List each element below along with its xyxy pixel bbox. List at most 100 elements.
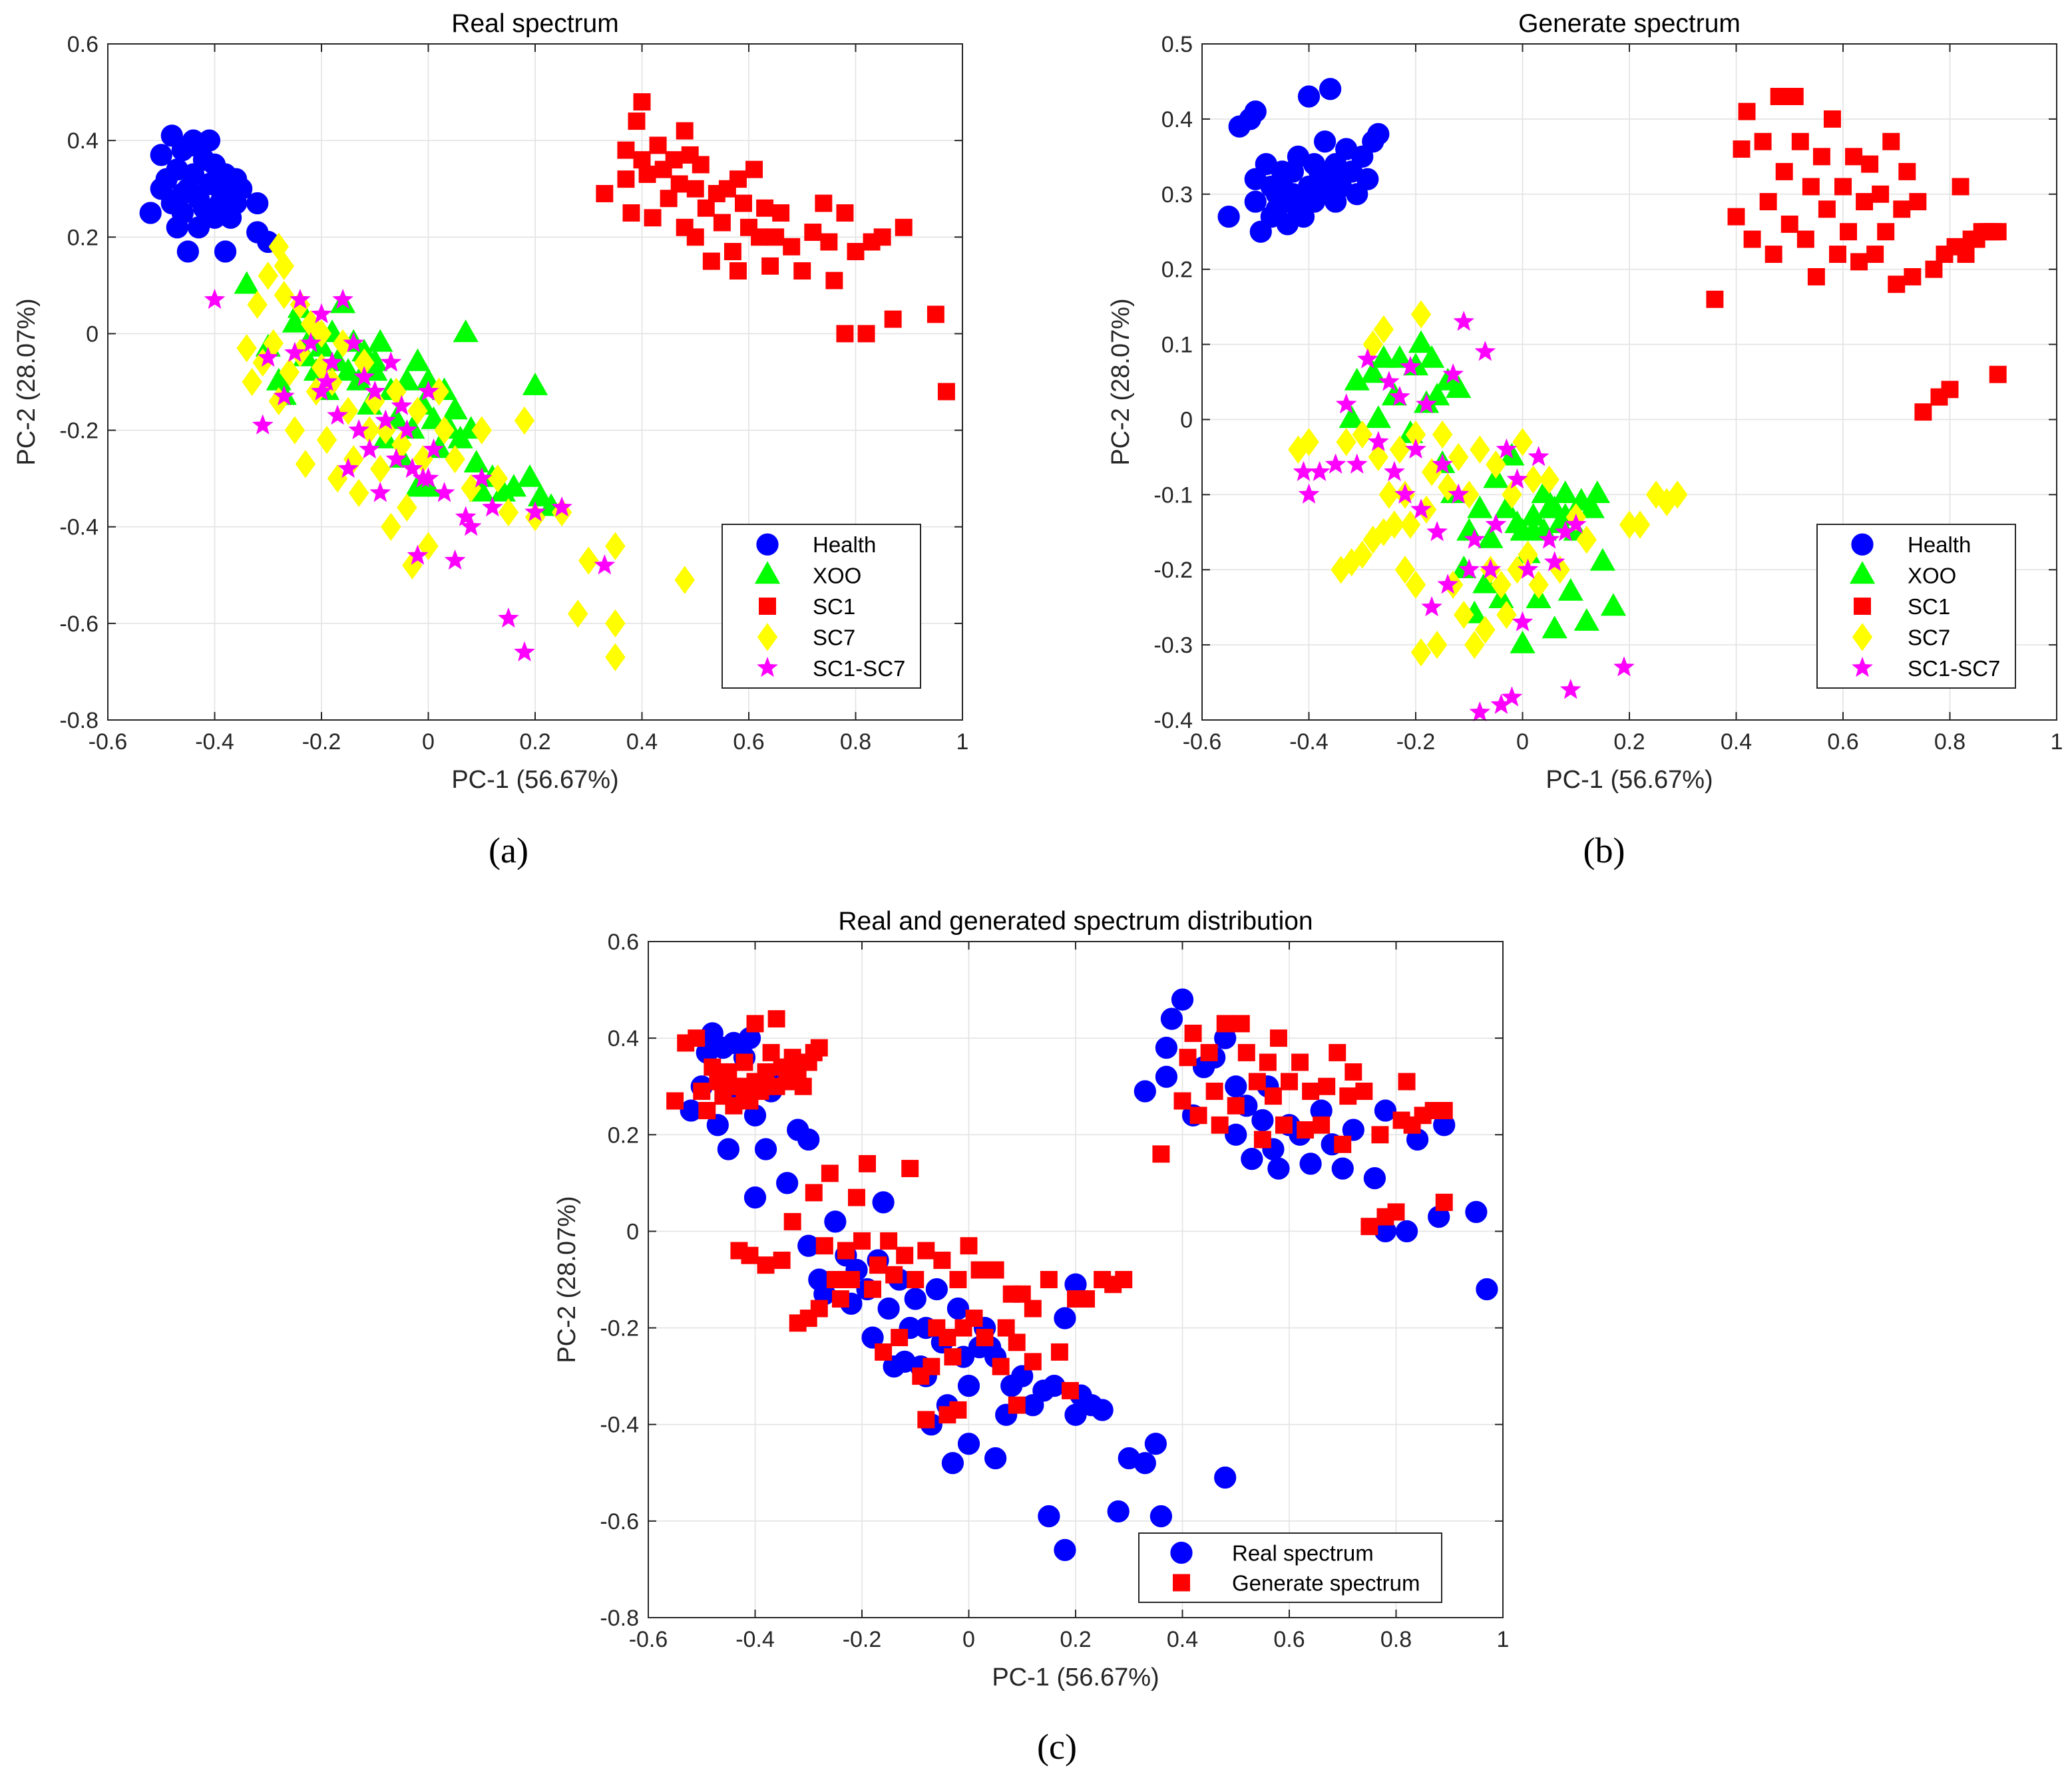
legend-label: XOO [813,564,861,588]
data-point [1232,1015,1250,1033]
x-tick-label: 0.8 [1934,729,1966,755]
data-point [1160,1007,1183,1030]
data-point [686,180,704,198]
legend-marker [1851,656,1874,677]
data-point [1378,371,1400,391]
data-point [644,209,662,227]
data-point [1410,300,1432,329]
data-point [938,1329,956,1347]
x-tick-label: 0.4 [1167,1627,1198,1652]
data-point [717,1138,739,1160]
data-point [617,141,635,159]
legend: Real spectrum Generate spectrum [1138,1532,1442,1603]
data-point [957,1433,980,1455]
data-point [1389,435,1410,464]
data-point [407,544,429,565]
data-point [1078,1290,1096,1308]
data-point [1957,246,1975,264]
data-point [1743,230,1761,248]
legend-label: SC1 [1908,594,1950,619]
data-point [1796,230,1814,248]
data-point [692,156,710,174]
legend-marker [757,623,778,651]
data-point [1371,1126,1389,1144]
data-point [976,1329,994,1347]
data-point [1502,480,1522,509]
data-point [805,1184,823,1202]
data-point [984,1447,1007,1470]
data-point [1388,385,1410,407]
x-tick-label: 0.6 [733,729,764,755]
data-point [471,416,492,444]
chart-title: Generate spectrum [1518,9,1741,38]
data-point [895,218,913,236]
data-point [1812,148,1830,166]
y-tick-label: 0.5 [1161,32,1193,57]
data-point [442,397,468,420]
legend-label: Generate spectrum [1232,1571,1420,1596]
data-point [957,1375,980,1397]
data-point [1727,208,1745,226]
panel-b-chart: -0.6 -0.4 -0.2 0 0.2 0.4 0.6 0.8 1-0.4-0.3-0.2-0… [1107,9,2063,794]
data-point [1259,1053,1277,1071]
x-tick-label: 0.2 [1613,729,1645,755]
data-point [907,1271,925,1288]
data-point [445,444,465,474]
legend-label: SC7 [1908,625,1950,649]
panel-a-chart: -0.6 -0.4 -0.2 0 0.2 0.4 0.6 0.8 1-0.8-0.6-0.4-0… [13,9,968,794]
data-point [820,233,838,251]
data-point [1510,630,1536,653]
data-point [1600,593,1627,616]
data-point [896,1246,914,1264]
data-point [1421,596,1443,617]
data-point [622,204,640,222]
data-point [1775,162,1793,180]
data-point [423,438,445,459]
data-point [857,325,875,343]
data-point [783,1212,801,1230]
data-point [375,409,397,430]
data-point [847,1188,865,1206]
data-point [1435,1193,1453,1211]
x-tick-label: -0.4 [1289,729,1329,755]
data-point [1480,558,1502,579]
data-point [873,228,891,246]
data-point [407,397,428,425]
data-point [724,243,741,261]
data-point [214,240,237,263]
data-point [824,1210,847,1233]
data-point [1506,468,1528,489]
y-tick-label: -0.4 [600,1413,639,1438]
series-generate-spectrum [666,1010,1453,1429]
data-point [1216,1015,1234,1033]
data-point [1416,393,1438,414]
data-point [861,1326,884,1349]
data-point [821,1164,839,1182]
data-point [258,262,278,290]
x-tick-label: -0.4 [195,729,234,755]
series-sc1 [1706,88,2007,421]
data-point [1446,375,1472,398]
data-point [1454,600,1474,629]
data-point [444,549,466,570]
data-point [289,288,311,309]
data-point [815,194,833,212]
data-point [1861,155,1879,173]
data-point [1877,223,1895,241]
data-point [274,281,295,309]
data-point [1054,1307,1076,1330]
data-point [1367,431,1389,451]
data-point [970,1261,988,1279]
data-point [1770,88,1788,106]
data-point [551,496,573,517]
data-point [1360,1218,1378,1236]
data-point [578,546,599,575]
y-tick-label: -0.4 [1153,708,1193,733]
data-point [1399,355,1421,377]
data-point [864,1280,882,1298]
x-tick-label: 0 [1516,729,1529,755]
data-point [1828,246,1846,264]
data-point [1478,525,1504,548]
data-point [954,1319,972,1337]
data-point [1448,483,1470,504]
